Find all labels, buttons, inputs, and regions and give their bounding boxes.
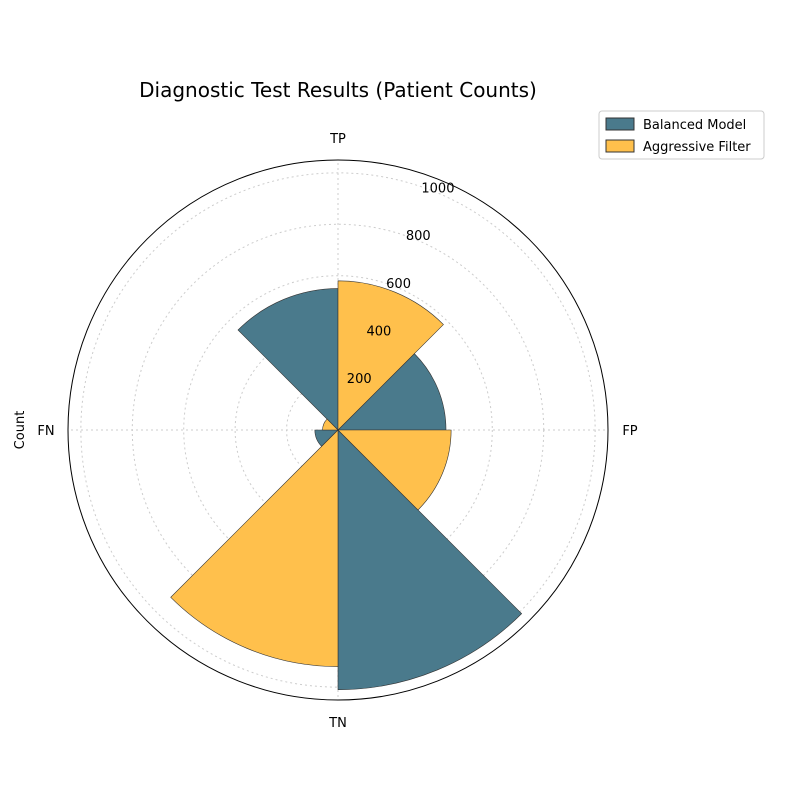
tick-layer: 200 400 600 800 1000 [347,182,455,387]
category-labels: TP FP TN FN [37,132,637,731]
radial-tick-800: 800 [406,229,431,244]
wedge-aggressive-filter-FP [337,429,452,511]
legend: Balanced Model Aggressive Filter [598,110,765,160]
y-axis-label: Count [13,411,28,450]
legend-swatch-balanced-model [605,117,635,131]
chart-title: Diagnostic Test Results (Patient Counts) [139,78,537,102]
wedge-layer [170,280,523,691]
radial-tick-400: 400 [366,324,391,339]
radial-tick-600: 600 [386,277,411,292]
wedge-aggressive-filter-FN [322,418,339,431]
wedge-balanced-model-FP [337,353,447,431]
category-label-TN: TN [328,716,347,731]
legend-swatch-aggressive-filter [605,139,635,153]
radial-tick-200: 200 [347,372,372,387]
wedge-balanced-model-TP [237,288,339,431]
polar-frame [67,159,609,701]
grid-circle-600 [183,275,493,585]
legend-label-balanced-model: Balanced Model [643,118,746,133]
wedge-balanced-model-TN [337,429,523,691]
wedge-aggressive-filter-TN [170,429,339,667]
legend-label-aggressive-filter: Aggressive Filter [643,140,751,155]
category-label-FP: FP [622,424,637,439]
wedge-aggressive-filter-TP [337,280,444,431]
grid-circle-1000 [80,172,596,688]
category-label-FN: FN [37,424,54,439]
category-label-TP: TP [329,132,346,147]
radial-tick-1000: 1000 [421,182,454,197]
legend-box [598,110,765,160]
